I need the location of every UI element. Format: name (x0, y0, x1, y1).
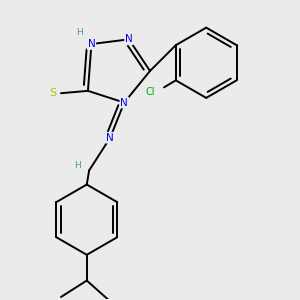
Text: N: N (88, 39, 95, 49)
Text: N: N (125, 34, 133, 44)
Text: H: H (74, 161, 81, 170)
Text: N: N (106, 133, 114, 143)
Text: N: N (120, 98, 128, 108)
Text: Cl: Cl (145, 87, 155, 97)
Text: S: S (49, 88, 56, 98)
Text: H: H (76, 28, 83, 37)
